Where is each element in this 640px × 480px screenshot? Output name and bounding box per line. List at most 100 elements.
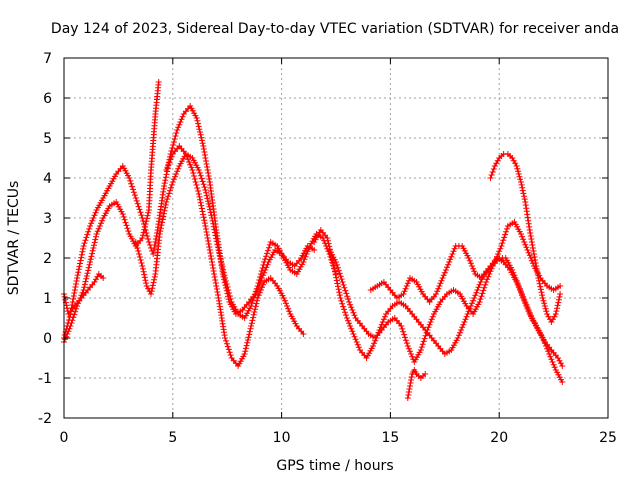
data-point-marker <box>254 297 260 304</box>
data-point-marker <box>515 283 522 289</box>
data-point-marker <box>448 253 455 260</box>
data-point-marker <box>556 293 563 300</box>
data-point-marker <box>405 277 412 284</box>
data-point-marker <box>251 309 258 315</box>
data-point-marker <box>520 293 527 300</box>
data-point-marker <box>353 339 360 345</box>
data-point-marker <box>176 121 183 128</box>
data-point-marker <box>173 171 180 177</box>
chart-title: Day 124 of 2023, Sidereal Day-to-day VTE… <box>51 21 619 37</box>
data-point-marker <box>487 175 494 181</box>
data-point-marker <box>334 264 341 271</box>
series-trace-4 <box>61 271 107 317</box>
data-point-marker <box>511 272 518 279</box>
data-point-marker <box>555 355 561 361</box>
data-point-marker <box>467 260 474 267</box>
data-point-marker <box>485 273 492 280</box>
data-point-marker <box>325 240 332 247</box>
data-point-marker <box>159 219 166 226</box>
data-point-marker <box>216 252 223 259</box>
data-point-marker <box>250 294 257 301</box>
data-point-marker <box>253 300 260 307</box>
data-point-marker <box>140 232 146 239</box>
data-point-marker <box>333 261 340 268</box>
data-point-marker <box>305 245 312 252</box>
data-point-marker <box>476 299 483 305</box>
data-point-marker <box>88 253 95 260</box>
data-point-marker <box>340 303 347 310</box>
data-point-marker <box>143 280 150 287</box>
data-point-marker <box>529 245 536 251</box>
data-point-marker <box>196 126 203 133</box>
data-point-marker <box>481 284 488 291</box>
y-tick-label: -2 <box>38 411 52 427</box>
data-point-marker <box>162 177 169 184</box>
data-point-marker <box>157 228 164 235</box>
data-point-marker <box>162 201 169 208</box>
data-point-marker <box>140 268 147 275</box>
data-point-marker <box>138 212 145 219</box>
data-point-marker <box>72 284 79 290</box>
data-point-marker <box>433 291 440 297</box>
data-point-marker <box>200 211 207 218</box>
data-point-marker <box>166 190 173 197</box>
data-point-marker <box>347 301 354 308</box>
data-point-marker <box>527 255 534 261</box>
data-point-marker <box>470 297 477 304</box>
data-point-marker <box>71 311 78 318</box>
data-point-marker <box>152 236 159 242</box>
data-point-marker <box>213 235 220 242</box>
data-point-marker <box>133 242 140 248</box>
data-point-marker <box>534 272 541 278</box>
data-point-marker <box>69 317 76 324</box>
data-point-marker <box>90 215 97 221</box>
data-point-marker <box>470 265 477 272</box>
data-point-marker <box>541 303 548 309</box>
data-point-marker <box>559 379 566 385</box>
data-point-marker <box>482 281 489 288</box>
data-point-marker <box>300 331 307 337</box>
data-point-marker <box>494 253 500 260</box>
data-point-marker <box>257 271 264 277</box>
data-point-marker <box>119 211 126 217</box>
data-point-marker <box>134 245 141 251</box>
data-point-marker <box>178 116 185 123</box>
data-point-marker <box>98 220 104 227</box>
data-point-marker <box>404 395 411 401</box>
data-point-marker <box>172 133 179 139</box>
data-point-marker <box>264 250 270 257</box>
data-point-marker <box>168 153 175 160</box>
data-point-marker <box>346 320 353 327</box>
data-point-marker <box>527 230 534 236</box>
data-point-marker <box>281 297 288 304</box>
series-line <box>63 105 315 339</box>
data-point-marker <box>217 255 224 262</box>
data-point-marker <box>162 174 169 181</box>
data-point-marker <box>87 256 94 263</box>
data-point-marker <box>150 251 157 257</box>
data-point-marker <box>514 165 521 172</box>
x-tick-label: 5 <box>168 430 177 446</box>
data-point-marker <box>311 247 318 253</box>
data-point-marker <box>438 277 445 284</box>
data-point-marker <box>521 193 528 200</box>
data-point-marker <box>151 242 158 248</box>
data-point-marker <box>223 340 230 347</box>
y-tick-label: 4 <box>43 171 52 187</box>
x-axis-label: GPS time / hours <box>276 458 393 474</box>
data-point-marker <box>340 281 347 288</box>
data-point-marker <box>161 180 168 187</box>
data-point-marker <box>523 244 530 251</box>
data-point-marker <box>521 296 528 303</box>
data-point-marker <box>555 296 562 303</box>
data-point-marker <box>427 319 434 325</box>
data-point-marker <box>303 251 310 257</box>
data-point-marker <box>471 295 478 301</box>
data-point-marker <box>82 237 89 244</box>
data-point-marker <box>496 248 503 255</box>
data-point-marker <box>537 286 544 293</box>
data-point-marker <box>148 291 154 297</box>
data-point-marker <box>401 331 408 338</box>
data-point-marker <box>61 293 68 300</box>
data-point-marker <box>190 170 197 176</box>
